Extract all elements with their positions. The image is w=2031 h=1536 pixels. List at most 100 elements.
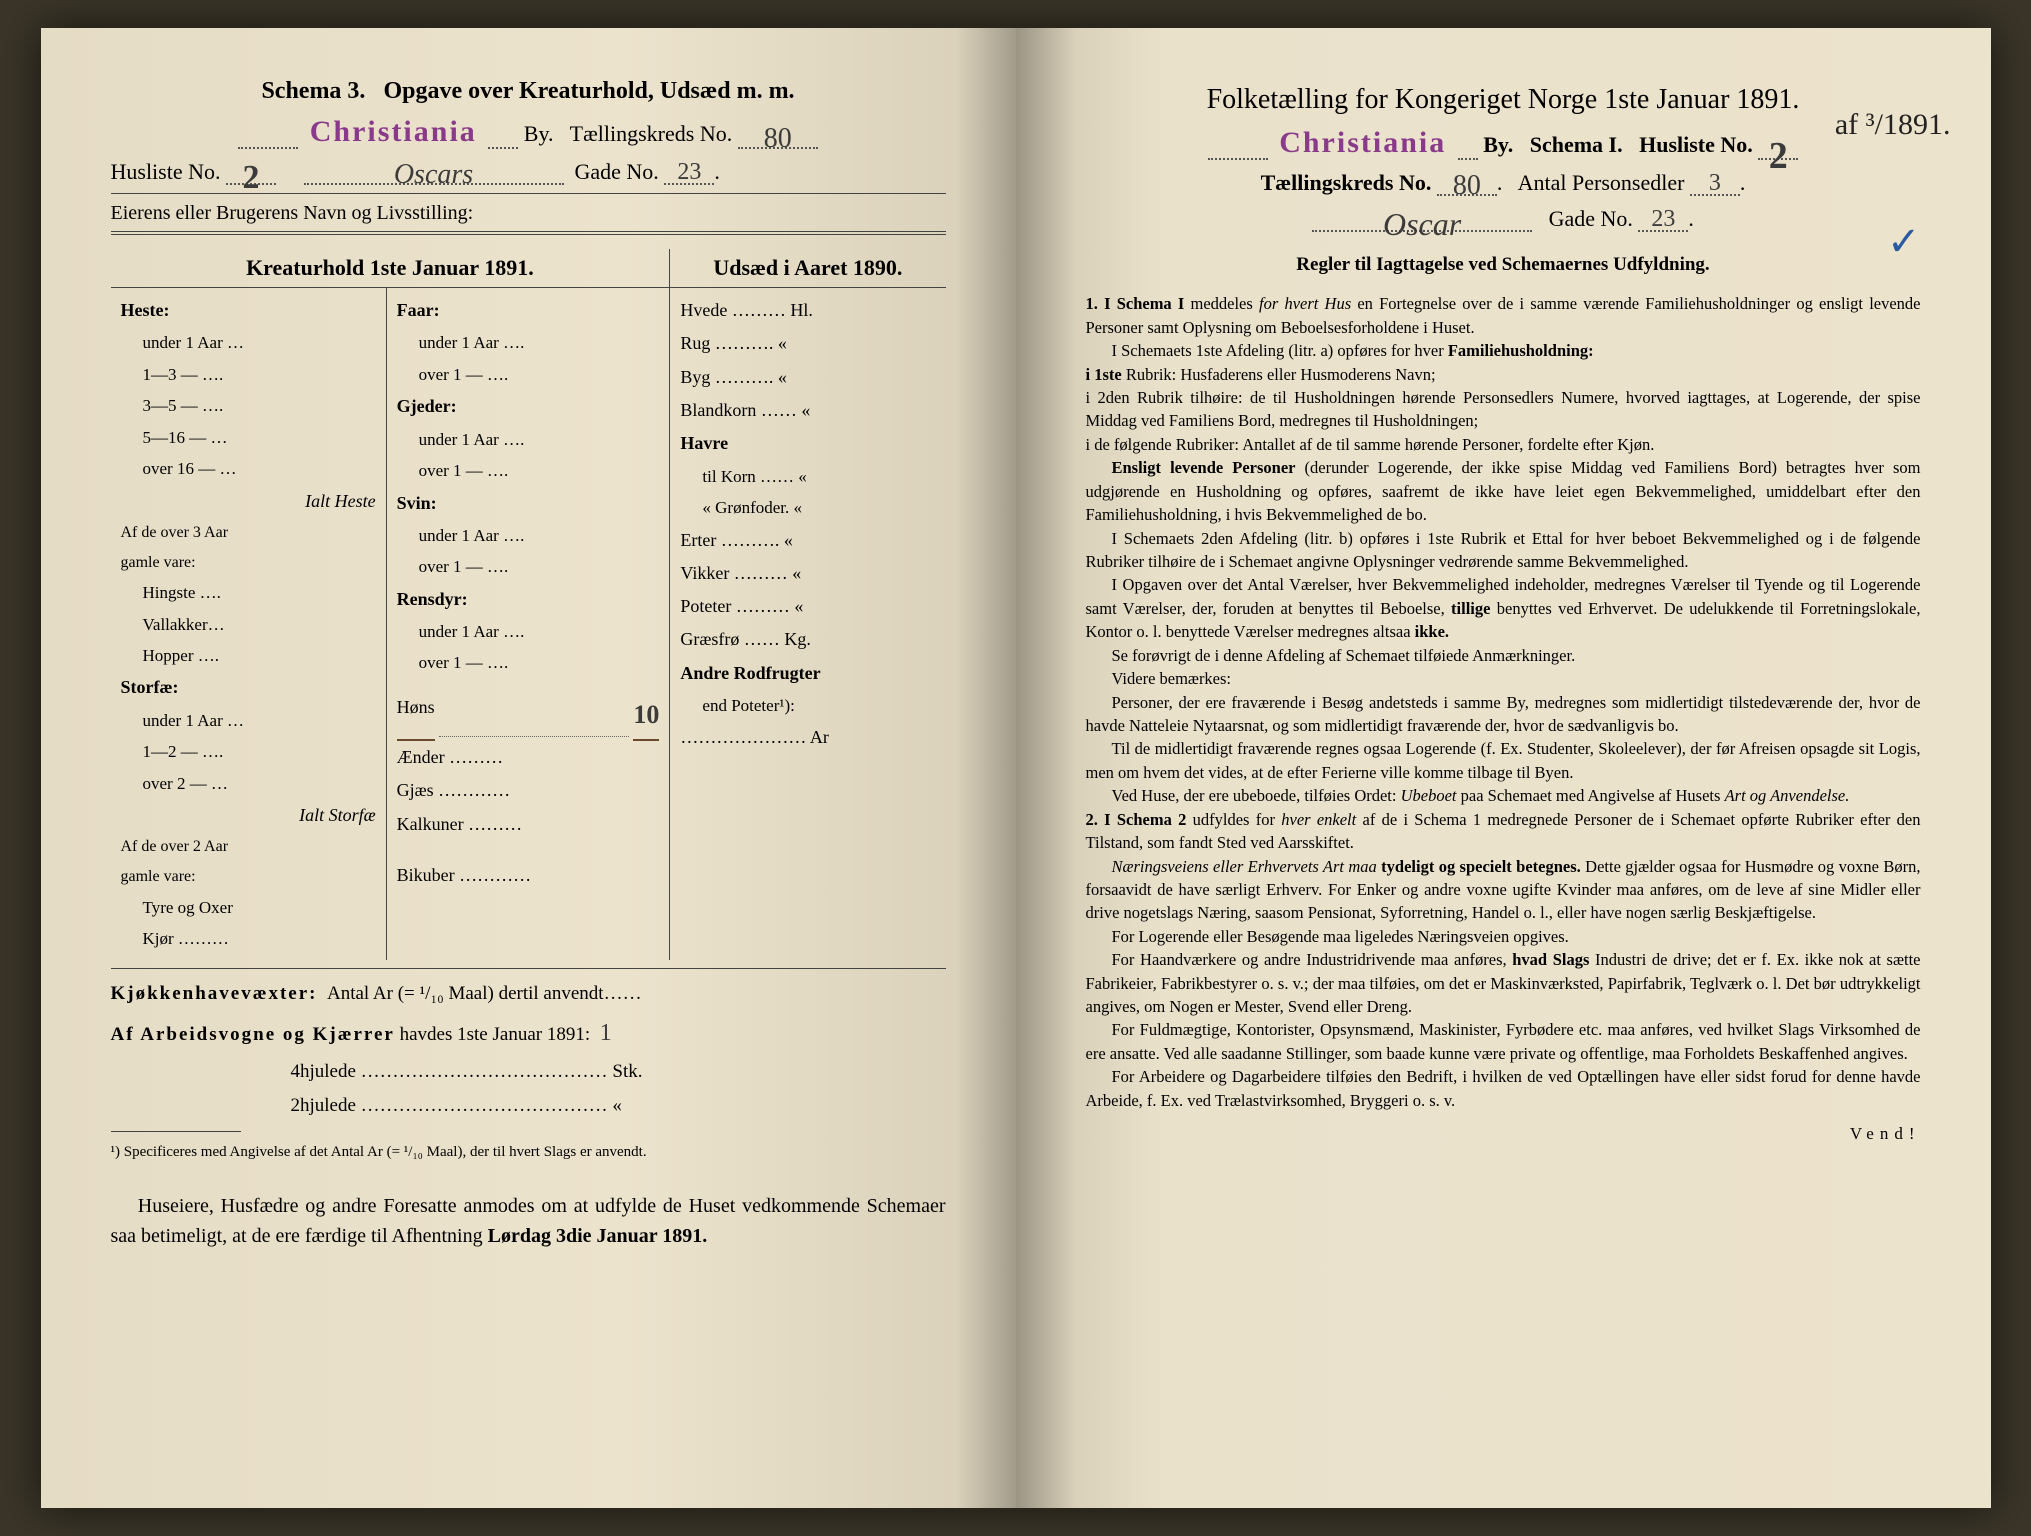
col-b: Faar: under 1 Aar …. over 1 — …. Gjeder:…	[387, 288, 671, 960]
gjeder: Gjeder:	[397, 390, 660, 423]
svin: Svin:	[397, 487, 660, 520]
p8b: tillige	[1451, 599, 1490, 618]
ar: ………………… Ar	[680, 721, 935, 754]
p13a: Ved Huse, der ere ubeboede, tilføies Ord…	[1112, 786, 1401, 805]
s3: over 2 — …	[121, 768, 376, 799]
kreds-val: 80	[764, 123, 792, 154]
p14b: Schema 2	[1117, 810, 1187, 829]
p17a: For Haandværkere og andre Industridriven…	[1112, 950, 1513, 969]
erter: Erter ………. «	[680, 524, 935, 557]
check-mark: ✓	[1887, 218, 1921, 265]
hvede: Hvede ……… Hl.	[680, 294, 935, 327]
ialt-storfae: Ialt Storfæ	[121, 799, 376, 832]
kjokken: Kjøkkenhavevæxter:	[111, 983, 318, 1004]
gade-val: 23	[677, 159, 701, 185]
left-page: Schema 3. Opgave over Kreaturhold, Udsæd…	[41, 28, 1016, 1508]
bottom-section: Kjøkkenhavevæxter: Antal Ar (= ¹/₁₀ Maal…	[111, 977, 946, 1123]
p10: Videre bemærkes:	[1086, 667, 1921, 690]
hons: Høns	[397, 691, 435, 741]
p1c: meddeles	[1184, 294, 1259, 313]
section-seed: Udsæd i Aaret 1890.	[670, 249, 945, 287]
r-antal-lbl: Antal Personsedler	[1518, 170, 1685, 195]
gade-label: Gade No.	[575, 159, 659, 184]
over3: Af de over 3 Aar	[121, 518, 376, 548]
endpot: end Poteter¹):	[680, 690, 935, 721]
margin-annotation: af ³/1891.	[1835, 108, 1951, 142]
vend: Vend!	[1086, 1124, 1921, 1144]
h3: 3—5 — ….	[121, 390, 376, 421]
p19: For Arbeidere og Dagarbeidere tilføies d…	[1086, 1065, 1921, 1112]
h5: over 16 — …	[121, 453, 376, 484]
right-row2: Tællingskreds No. 80. Antal Personsedler…	[1086, 170, 1921, 196]
p18: For Fuldmægtige, Kontorister, Opsynsmænd…	[1086, 1018, 1921, 1065]
p6a: Ensligt levende Personer	[1112, 458, 1296, 477]
arbeids: Af Arbeidsvogne og Kjærrer	[111, 1024, 395, 1045]
s1: under 1 Aar …	[121, 705, 376, 736]
tohjul: 2hjulede ………………………………… «	[111, 1089, 946, 1123]
vallakker: Vallakker…	[121, 609, 376, 640]
poteter: Poteter ……… «	[680, 590, 935, 623]
right-row1: Christiania By. Schema I. Husliste No. 2	[1086, 126, 1921, 160]
byg: Byg ………. «	[680, 361, 935, 394]
open-book: Schema 3. Opgave over Kreaturhold, Udsæd…	[41, 28, 1991, 1508]
bikuber: Bikuber …………	[397, 859, 660, 892]
r-city: Christiania	[1273, 126, 1452, 159]
right-row3: Oscar Gade No. 23.	[1086, 206, 1921, 232]
p13b: Ubeboet	[1401, 786, 1457, 805]
kjor: Kjør ………	[121, 923, 376, 954]
gamle: gamle vare:	[121, 548, 376, 578]
r-antal-val: 3	[1709, 170, 1721, 196]
sv2: over 1 — ….	[397, 551, 660, 582]
p1b: Schema I	[1117, 294, 1185, 313]
p8d: ikke.	[1415, 622, 1449, 641]
schema-label: Schema 3.	[261, 78, 365, 104]
left-header-row2: Husliste No. 2 Oscars Gade No. 23.	[111, 159, 946, 185]
p4: i 2den Rubrik tilhøire: de til Husholdni…	[1086, 386, 1921, 433]
heste: Heste:	[121, 294, 376, 327]
gjaes: Gjæs …………	[397, 774, 660, 807]
r-kreds-val: 80	[1453, 170, 1481, 201]
p7: I Schemaets 2den Afdeling (litr. b) opfø…	[1086, 527, 1921, 574]
col-c: Hvede ……… Hl. Rug ………. « Byg ………. « Blan…	[670, 288, 945, 960]
p2b: Familiehusholdning:	[1448, 341, 1594, 360]
p1d: for hvert Hus	[1259, 294, 1351, 313]
section-livestock: Kreaturhold 1ste Januar 1891.	[111, 249, 671, 287]
havre: Havre	[680, 427, 935, 460]
rensdyr: Rensdyr:	[397, 583, 660, 616]
r-husliste-lbl: Husliste No.	[1639, 132, 1753, 157]
h4: 5—16 — …	[121, 422, 376, 453]
r-husliste-val: 2	[1769, 135, 1788, 177]
p2: I Schemaets 1ste Afdeling (litr. a) opfø…	[1112, 341, 1448, 360]
husliste-label: Husliste No.	[111, 159, 221, 184]
left-header-row1: Christiania By. Tællingskreds No. 80	[111, 115, 946, 149]
p15b: tydeligt og specielt betegnes.	[1381, 857, 1581, 876]
closing-bold: Lørdag 3die Januar 1891.	[488, 1225, 708, 1247]
faar: Faar:	[397, 294, 660, 327]
p13c: paa Schemaet med Angivelse af Husets	[1457, 786, 1725, 805]
rules-body: 1. I Schema I meddeles for hvert Hus en …	[1086, 292, 1921, 1112]
graesfro: Græsfrø …… Kg.	[680, 623, 935, 656]
vikker: Vikker ……… «	[680, 557, 935, 590]
p13d: Art og Anvendelse.	[1725, 786, 1850, 805]
r1: under 1 Aar ….	[397, 616, 660, 647]
h1: under 1 Aar …	[121, 327, 376, 358]
p1a: 1. I	[1086, 294, 1117, 313]
r-street: Oscar	[1383, 206, 1461, 242]
street-val: Oscars	[394, 159, 473, 190]
hopper: Hopper ….	[121, 640, 376, 671]
g1: under 1 Aar ….	[397, 424, 660, 455]
col-a: Heste: under 1 Aar … 1—3 — …. 3—5 — …. 5…	[111, 288, 387, 960]
p15a: Næringsveiens eller Erhvervets Art maa	[1112, 857, 1382, 876]
p14d: hver enkelt	[1281, 810, 1356, 829]
p14c: udfyldes for	[1186, 810, 1281, 829]
hons-val: 10	[633, 691, 659, 741]
livestock-table: Heste: under 1 Aar … 1—3 — …. 3—5 — …. 5…	[111, 288, 946, 960]
city-stamp: Christiania	[304, 115, 483, 148]
p9: Se forøvrigt de i denne Afdeling af Sche…	[1086, 644, 1921, 667]
gronfoder: « Grønfoder. «	[680, 492, 935, 523]
r-schema: Schema I.	[1530, 132, 1623, 157]
aender: Ænder ………	[397, 741, 660, 774]
arbeids-rest: havdes 1ste Januar 1891:	[400, 1024, 590, 1045]
ialt-heste: Ialt Heste	[121, 485, 376, 518]
fourhjul: 4hjulede ………………………………… Stk.	[111, 1055, 946, 1089]
